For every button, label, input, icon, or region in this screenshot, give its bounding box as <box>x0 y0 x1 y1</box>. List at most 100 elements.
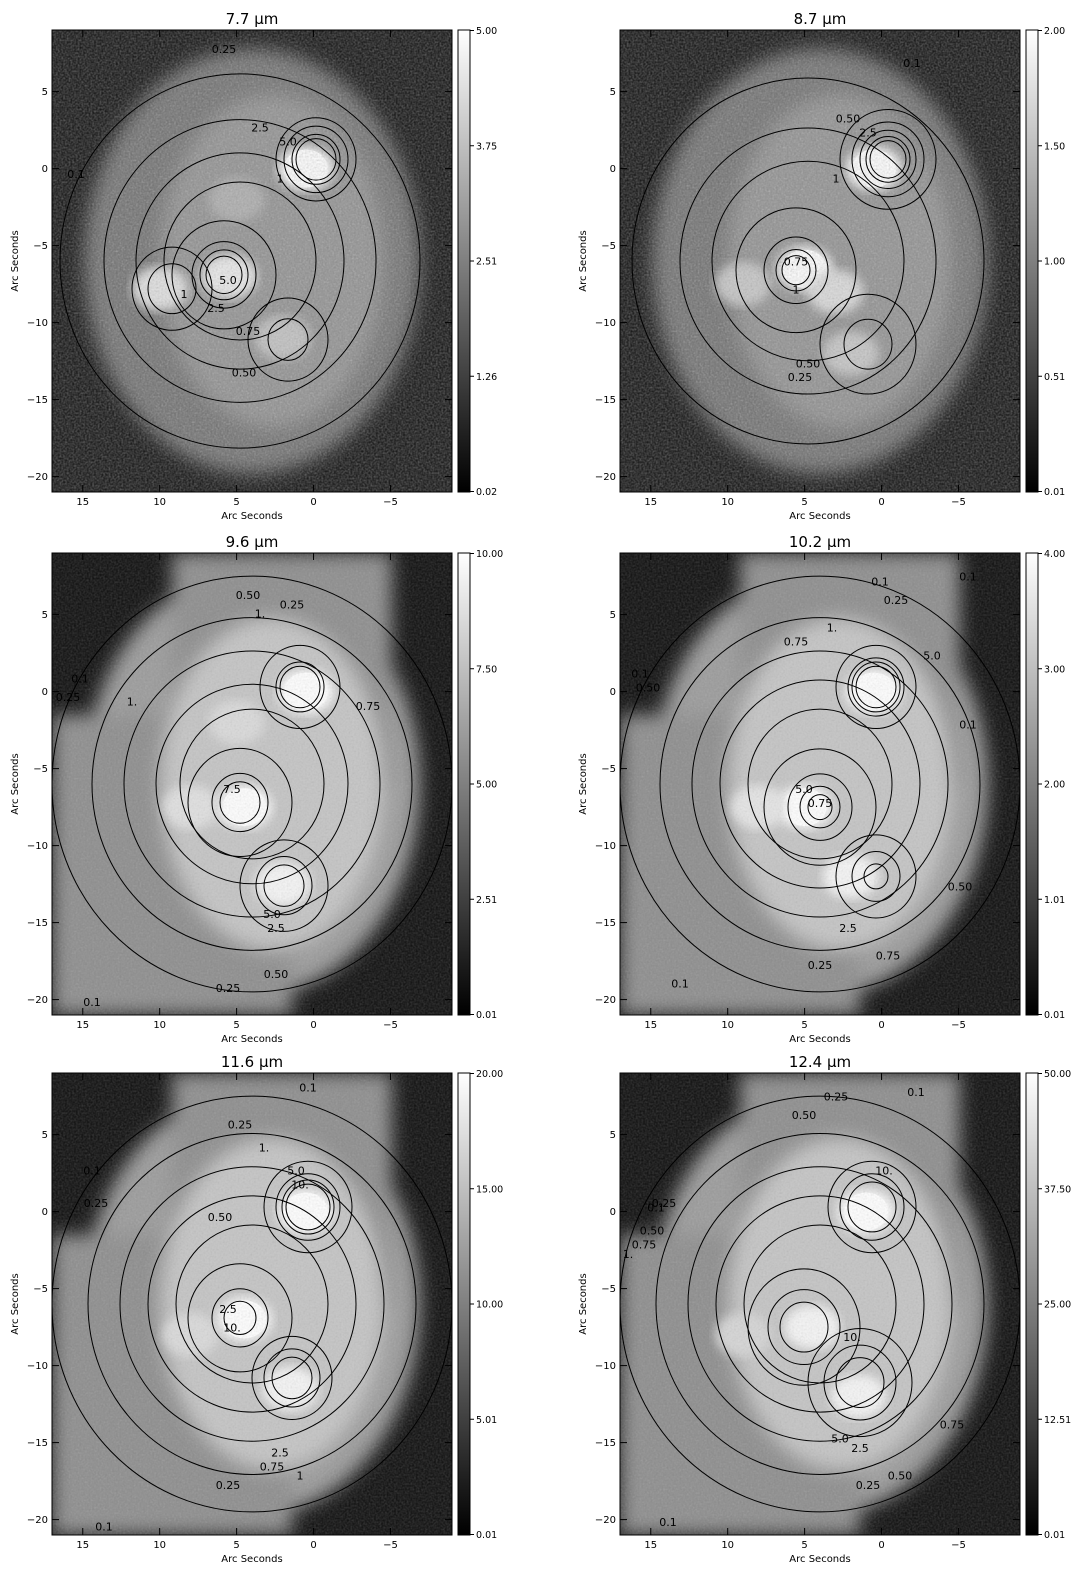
contour-label: 0.1 <box>659 1516 677 1529</box>
contour-label: 10. <box>223 1322 241 1335</box>
contour-label: 1 <box>297 1470 304 1483</box>
x-axis-label: Arc Seconds <box>789 511 850 522</box>
contour-label: 0.1 <box>299 1081 317 1094</box>
contour-label: 1. <box>255 608 266 621</box>
colorbar <box>457 29 471 493</box>
y-tick-label: −15 <box>595 1438 616 1449</box>
panel-3: 0.25 0.50 1. 0.1 0.25 1. 0.75 7.5 5.02.5 0.50 0.25… <box>10 533 503 1045</box>
x-tick-label: 10 <box>153 1020 166 1031</box>
contour-label: 0.25 <box>788 371 813 384</box>
colorbar-tick-label: 3.00 <box>1044 664 1065 675</box>
colorbar <box>1025 552 1039 1016</box>
contour-label: 0.25 <box>56 691 81 704</box>
colorbar-tick-label: 0.01 <box>1044 1010 1065 1021</box>
contour-label: 5.0 <box>263 908 281 921</box>
colorbar-tick-label: 4.00 <box>1044 549 1065 560</box>
contour-label: 0.50 <box>796 357 821 370</box>
intensity-map: 0.25 0.1 2.5 5.0 1 5.0 2.5 0.75 0.50 1 <box>52 30 452 492</box>
x-tick-label: 0 <box>310 1020 316 1031</box>
contour-label: 0.75 <box>876 950 901 963</box>
x-axis-label: Arc Seconds <box>221 1034 282 1045</box>
panel-title: 10.2 μm <box>789 533 851 551</box>
y-axis-label: Arc Seconds <box>10 1273 21 1334</box>
contour-label: 0.1 <box>903 57 921 70</box>
y-tick-label: −10 <box>27 1361 48 1372</box>
y-tick-label: −5 <box>33 1284 48 1295</box>
colorbar-tick-label: 15.00 <box>476 1184 503 1195</box>
contours <box>620 575 1020 993</box>
contour-label: 0.75 <box>784 635 809 648</box>
colorbar-tick-label: 10.00 <box>476 549 503 560</box>
contour-label: 1. <box>827 622 838 635</box>
contour-label: 0.25 <box>652 1197 677 1210</box>
colorbar-tick-label: 0.51 <box>1044 372 1065 383</box>
contour-label: 0.1 <box>907 1086 925 1099</box>
colorbar-tick-label: 0.01 <box>476 1530 497 1541</box>
contour-label: 2.5 <box>251 122 269 135</box>
contour-label: 5.0 <box>287 1165 305 1178</box>
y-tick-label: −20 <box>595 995 616 1006</box>
panel-5: 0.10.251.0.500.10.255.010.2.510.2.50.751… <box>10 1053 503 1565</box>
colorbar-tick-label: 37.50 <box>1044 1184 1071 1195</box>
y-tick-label: −15 <box>27 395 48 406</box>
x-tick-label: 5 <box>801 1540 807 1551</box>
contour-labels: 0.25 0.50 1. 0.1 0.25 1. 0.75 7.5 5.02.5 0.50 0.25… <box>56 589 381 1009</box>
colorbar-tick-label: 5.00 <box>476 26 497 37</box>
y-tick-label: −15 <box>595 918 616 929</box>
plot-frame <box>51 552 453 1016</box>
x-tick-label: 0 <box>310 1540 316 1551</box>
contour-label: 0.75 <box>356 700 381 713</box>
contour-label: 1 <box>277 172 284 185</box>
contour-label: 1 <box>793 283 800 296</box>
contour-labels: 0.10.500.250.10.250.500.751.10.10.5.02.5… <box>623 1086 965 1529</box>
contour-labels: 0.10.251.0.500.10.255.010.2.510.2.50.751… <box>83 1081 317 1533</box>
x-tick-label: 0 <box>310 497 316 508</box>
contour-label: 0.50 <box>640 1225 665 1238</box>
x-tick-label: −5 <box>383 1020 398 1031</box>
contour-label: 0.50 <box>948 880 973 893</box>
colorbar-tick-label: 1.01 <box>1044 895 1065 906</box>
contour-label: 0.75 <box>236 325 261 338</box>
colorbar <box>1025 29 1039 493</box>
contour-labels: 0.10.250.11.0.755.00.10.500.15.00.752.50… <box>631 571 977 991</box>
x-tick-label: 15 <box>76 1540 89 1551</box>
contour-label: 0.50 <box>792 1109 817 1122</box>
contour-label: 0.50 <box>232 367 257 380</box>
x-tick-label: 5 <box>233 497 239 508</box>
y-tick-label: 5 <box>42 1130 48 1141</box>
x-tick-label: −5 <box>383 497 398 508</box>
contour-label: 10. <box>843 1331 861 1344</box>
contour-label: 0.1 <box>83 1165 101 1178</box>
colorbar-tick-label: 2.51 <box>476 257 497 268</box>
contour-label: 0.1 <box>83 996 101 1009</box>
x-tick-label: 10 <box>721 497 734 508</box>
contour-label: 0.50 <box>636 682 661 695</box>
y-axis-label: Arc Seconds <box>578 230 589 291</box>
x-tick-label: 5 <box>801 1020 807 1031</box>
contour-label: 0.1 <box>71 672 89 685</box>
contour-label: 2.5 <box>839 922 857 935</box>
panel-title: 12.4 μm <box>789 1053 851 1071</box>
y-tick-label: −10 <box>595 1361 616 1372</box>
contour-label: 2.5 <box>267 922 285 935</box>
x-tick-label: 10 <box>153 1540 166 1551</box>
y-axis-label: Arc Seconds <box>578 1273 589 1334</box>
contour-label: 7.5 <box>223 783 241 796</box>
colorbar-tick-label: 0.02 <box>476 487 497 498</box>
contour-label: 0.50 <box>208 1211 233 1224</box>
x-tick-label: −5 <box>951 1540 966 1551</box>
panel-1: 0.25 0.1 2.5 5.0 1 5.0 2.5 0.75 0.50 1 7.7 μm 15 10 5… <box>10 10 497 522</box>
intensity-map: 0.10.251.0.500.10.255.010.2.510.2.50.751… <box>52 1073 452 1535</box>
colorbar-tick-label: 2.00 <box>1044 780 1065 791</box>
y-tick-label: −10 <box>595 841 616 852</box>
y-tick-label: −15 <box>27 918 48 929</box>
colorbar <box>1025 1072 1039 1536</box>
y-tick-label: 0 <box>42 164 48 175</box>
contour-label: 0.1 <box>95 1520 113 1533</box>
contour-label: 1. <box>259 1142 270 1155</box>
contour-label: 0.1 <box>959 571 977 584</box>
colorbar-tick-label: 2.51 <box>476 895 497 906</box>
contour-label: 5.0 <box>831 1433 849 1446</box>
contour-label: 2.5 <box>271 1446 289 1459</box>
colorbar-tick-label: 5.01 <box>476 1415 497 1426</box>
